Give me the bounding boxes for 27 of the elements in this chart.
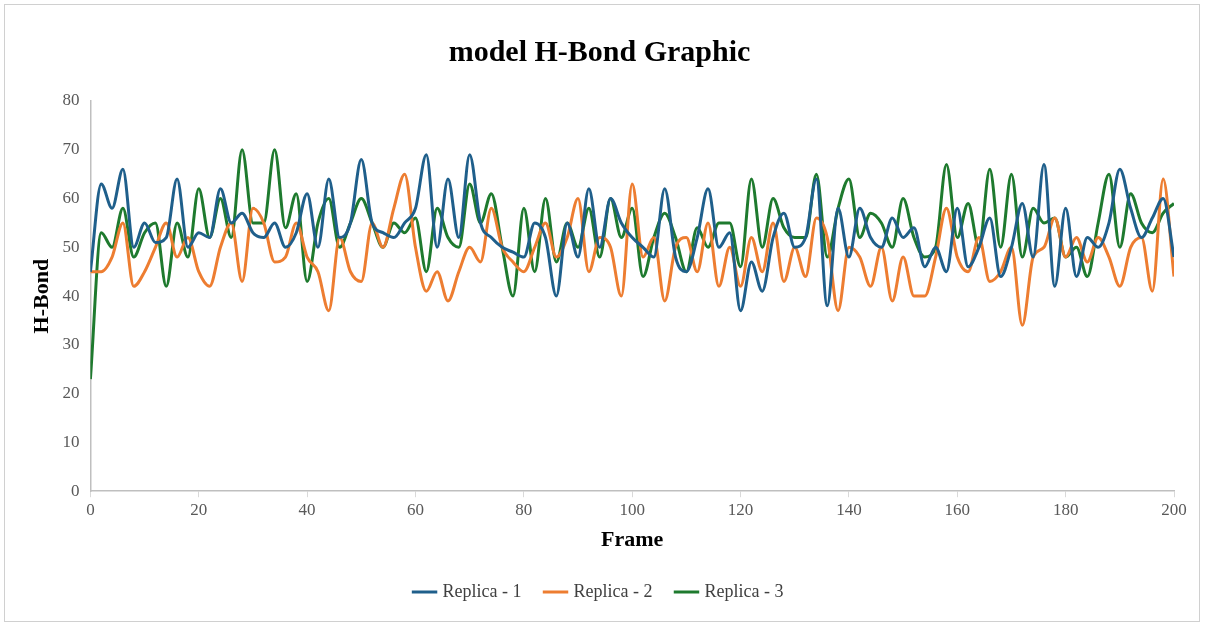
- legend-label: Replica - 2: [573, 580, 653, 601]
- x-tick-label: 160: [944, 499, 971, 519]
- y-tick-label: 20: [62, 383, 80, 403]
- y-tick-label: 50: [62, 236, 80, 256]
- y-tick-label: 80: [62, 90, 80, 110]
- x-tick-label: 0: [86, 499, 95, 519]
- x-tick-label: 200: [1161, 499, 1187, 519]
- legend-label: Replica - 1: [442, 580, 522, 601]
- x-tick-label: 120: [727, 499, 754, 519]
- line-series: [90, 153, 1174, 313]
- y-tick-label: 60: [62, 188, 80, 208]
- chart-title: model H-Bond Graphic: [448, 33, 751, 67]
- legend-label: Replica - 3: [704, 580, 784, 601]
- y-tick-label: 30: [62, 334, 80, 354]
- y-tick-label: 0: [70, 480, 80, 500]
- x-tick-label: 100: [619, 499, 645, 519]
- x-tick-label: 140: [836, 499, 862, 519]
- x-tick-label: 80: [515, 499, 533, 519]
- x-tick-label: 20: [190, 499, 208, 519]
- y-axis-title: H-Bond: [27, 258, 53, 334]
- x-tick-label: 180: [1052, 499, 1079, 519]
- y-tick-label: 40: [62, 285, 80, 305]
- y-tick-label: 70: [62, 139, 80, 159]
- y-tick-label: 10: [62, 431, 80, 451]
- x-tick-label: 60: [406, 499, 424, 519]
- x-axis-title: Frame: [601, 526, 664, 552]
- x-tick-label: 40: [298, 499, 316, 519]
